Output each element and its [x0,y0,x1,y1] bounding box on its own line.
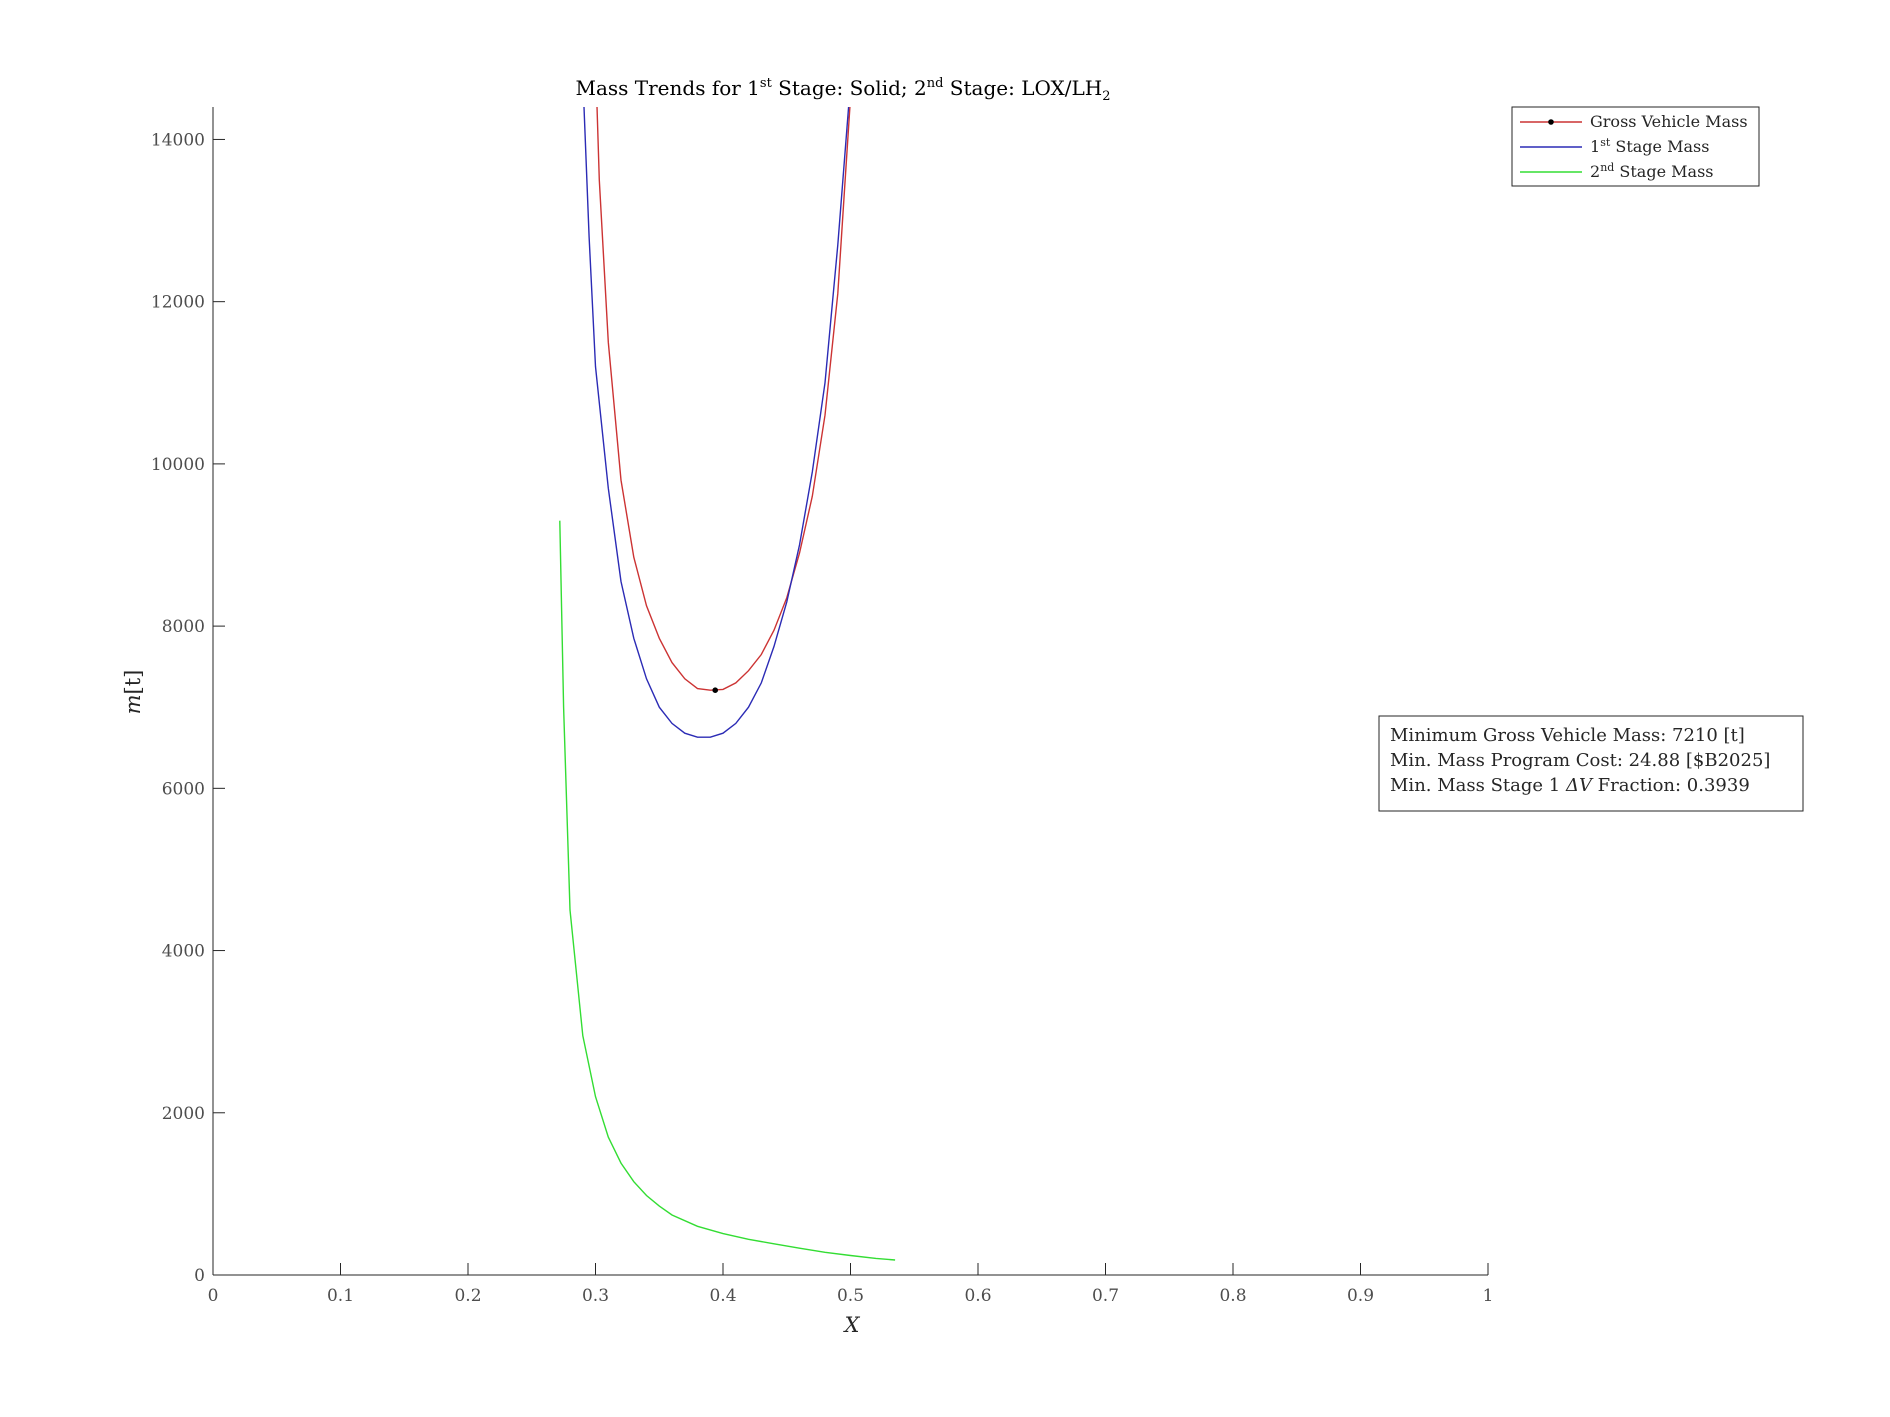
annotation-min-mass-cost: Min. Mass Program Cost: 24.88 [$B2025] [1390,750,1770,771]
y-tick-label: 14000 [151,130,205,150]
x-tick-label: 0.2 [454,1286,481,1306]
x-tick-label: 0.1 [327,1286,354,1306]
y-tick-label: 2000 [162,1104,205,1124]
annotation-stage1-dv-fraction: Min. Mass Stage 1 ΔV Fraction: 0.3939 [1390,775,1750,796]
y-tick-label: 0 [194,1266,205,1286]
y-tick-label: 10000 [151,455,205,475]
x-axis-label: X [843,1313,861,1337]
y-tick-label: 8000 [162,617,205,637]
min-gross-mass-marker [712,687,718,693]
x-tick-label: 0.3 [582,1286,609,1306]
y-axis-label: m[t] [121,670,145,715]
legend-marker-icon [1548,119,1554,125]
x-tick-label: 0.4 [709,1286,736,1306]
legend-label-gross: Gross Vehicle Mass [1590,112,1748,131]
x-tick-label: 0.8 [1219,1286,1246,1306]
x-tick-label: 0 [208,1286,219,1306]
annotation-min-gross-mass: Minimum Gross Vehicle Mass: 7210 [t] [1390,725,1745,746]
x-tick-label: 1 [1483,1286,1494,1306]
y-tick-label: 12000 [151,293,205,313]
x-tick-label: 0.6 [964,1286,991,1306]
y-tick-label: 4000 [162,942,205,962]
x-tick-label: 0.5 [837,1286,864,1306]
y-tick-label: 6000 [162,779,205,799]
x-tick-label: 0.9 [1347,1286,1374,1306]
x-tick-label: 0.7 [1092,1286,1119,1306]
annotation-box: Minimum Gross Vehicle Mass: 7210 [t] Min… [1379,716,1803,811]
chart-title: Mass Trends for 1st Stage: Solid; 2nd St… [575,76,1110,104]
